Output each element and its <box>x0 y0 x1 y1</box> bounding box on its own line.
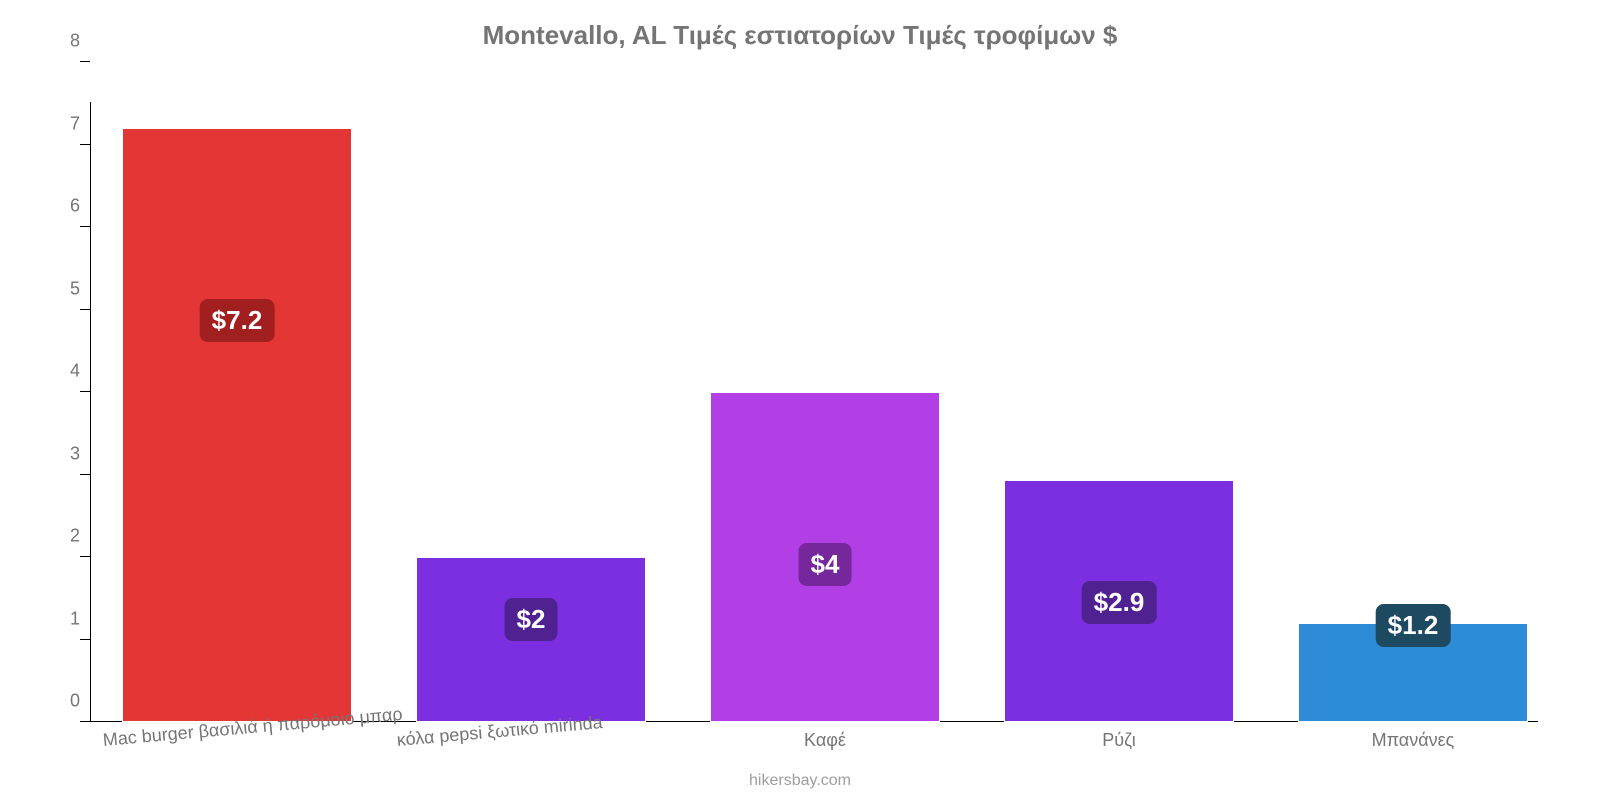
y-tick-label: 8 <box>40 31 80 52</box>
bar-slot: $2κόλα pepsi ξωτικό mirinda <box>416 62 645 722</box>
chart-title: Montevallo, AL Τιμές εστιατορίων Τιμές τ… <box>0 20 1600 51</box>
bar: $2 <box>416 557 645 722</box>
y-tick-label: 1 <box>40 608 80 629</box>
bars-group: $7.2Mac burger βασιλιά ή παρόμοιο μπαρ $2… <box>90 62 1560 722</box>
y-tick-label: 6 <box>40 196 80 217</box>
chart-container: Montevallo, AL Τιμές εστιατορίων Τιμές τ… <box>0 0 1600 800</box>
bar-slot: $4Καφέ <box>710 62 939 722</box>
y-tick <box>80 639 90 640</box>
attribution-text: hikersbay.com <box>0 772 1600 790</box>
y-tick <box>80 61 90 62</box>
y-tick-label: 0 <box>40 691 80 712</box>
bar: $7.2 <box>122 128 351 722</box>
value-badge: $2.9 <box>1082 581 1157 624</box>
category-label: Ρύζι <box>1102 730 1135 751</box>
y-tick <box>80 226 90 227</box>
bar: $4 <box>710 392 939 722</box>
y-tick-label: 2 <box>40 526 80 547</box>
y-tick <box>80 391 90 392</box>
plot-area: 012345678 $7.2Mac burger βασιλιά ή παρόμ… <box>90 62 1560 722</box>
y-tick <box>80 556 90 557</box>
y-tick-label: 3 <box>40 443 80 464</box>
bar-slot: $7.2Mac burger βασιλιά ή παρόμοιο μπαρ <box>122 62 351 722</box>
y-tick <box>80 474 90 475</box>
value-badge: $1.2 <box>1376 604 1451 647</box>
y-tick-label: 7 <box>40 113 80 134</box>
bar: $1.2 <box>1298 623 1527 722</box>
value-badge: $4 <box>799 543 852 586</box>
category-label: Καφέ <box>804 730 846 751</box>
category-label: Μπανάνες <box>1372 730 1455 751</box>
y-tick <box>80 309 90 310</box>
bar: $2.9 <box>1004 480 1233 722</box>
bar-slot: $2.9Ρύζι <box>1004 62 1233 722</box>
y-tick-label: 5 <box>40 278 80 299</box>
y-tick-label: 4 <box>40 361 80 382</box>
bar-slot: $1.2Μπανάνες <box>1298 62 1527 722</box>
value-badge: $2 <box>505 598 558 641</box>
value-badge: $7.2 <box>200 299 275 342</box>
y-tick <box>80 144 90 145</box>
y-tick <box>80 721 90 722</box>
